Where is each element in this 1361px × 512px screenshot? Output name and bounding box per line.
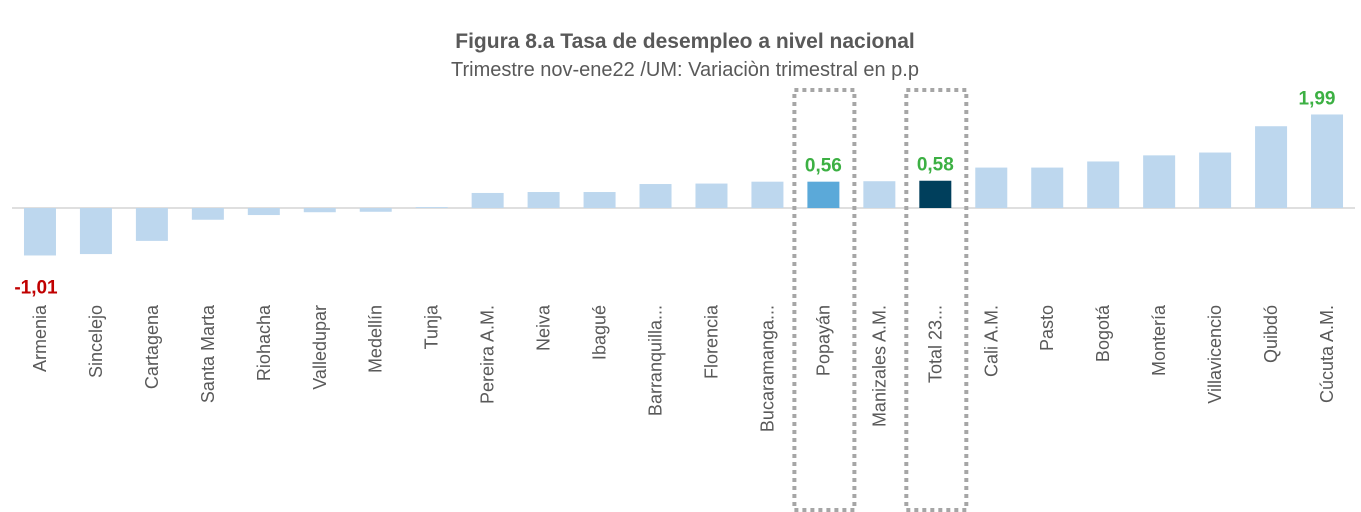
bar	[695, 183, 728, 208]
x-tick-label: Popayán	[813, 305, 833, 376]
bar	[1143, 155, 1176, 208]
x-tick-label: Santa Marta	[198, 304, 218, 403]
x-tick-label: Manizales A.M.	[869, 305, 889, 427]
value-label: 1,99	[1299, 88, 1336, 109]
value-label: 0,56	[805, 156, 842, 177]
x-tick-label: Cali A.M.	[981, 305, 1001, 377]
bar	[975, 167, 1008, 208]
bar	[1031, 167, 1064, 208]
x-tick-label: Valledupar	[310, 305, 330, 390]
chart-title: Figura 8.a Tasa de desempleo a nivel nac…	[455, 30, 914, 53]
bar	[807, 181, 840, 208]
bar	[919, 180, 952, 208]
x-tick-label: Montería	[1149, 304, 1169, 376]
x-tick-label: Bucaramanga...	[757, 305, 777, 432]
bar	[359, 208, 392, 212]
x-tick-label: Florencia	[701, 304, 721, 379]
x-tick-label: Pereira A.M.	[478, 305, 498, 404]
bar	[303, 208, 336, 213]
bar	[79, 208, 112, 255]
x-tick-label: Medellín	[366, 305, 386, 373]
x-tick-label: Ibagué	[590, 305, 610, 360]
x-tick-label: Pasto	[1037, 305, 1057, 351]
bar	[583, 192, 616, 208]
x-tick-label: Riohacha	[254, 304, 274, 381]
x-tick-label: Total 23...	[925, 305, 945, 383]
chart-subtitle: Trimestre nov-ene22 /UM: Variaciòn trime…	[451, 59, 919, 81]
x-tick-label: Villavicencio	[1205, 305, 1225, 404]
x-tick-label: Armenia	[30, 304, 50, 372]
bar	[23, 208, 56, 256]
bar	[1311, 114, 1344, 208]
bar	[191, 208, 224, 220]
x-tick-label: Sincelejo	[86, 305, 106, 378]
x-tick-label: Barranquilla...	[646, 305, 666, 416]
bar	[247, 208, 280, 216]
bar	[1199, 152, 1232, 208]
bar	[863, 181, 896, 208]
x-tick-label: Cartagena	[142, 304, 162, 389]
bar	[415, 207, 448, 208]
bar	[639, 184, 672, 208]
value-label: -1,01	[14, 277, 58, 298]
highlight-box	[792, 88, 857, 512]
bar	[1255, 126, 1288, 208]
bar	[471, 192, 504, 208]
bar	[1087, 161, 1120, 208]
bar	[751, 181, 784, 208]
x-tick-label: Bogotá	[1093, 304, 1113, 362]
value-label: 0,58	[917, 155, 954, 176]
x-tick-label: Neiva	[534, 304, 554, 351]
x-tick-label: Cúcuta A.M.	[1317, 305, 1337, 403]
highlight-box	[904, 88, 969, 512]
x-tick-label: Tunja	[422, 304, 442, 349]
x-tick-label: Quibdó	[1261, 305, 1281, 363]
bar	[527, 192, 560, 208]
bar	[135, 208, 168, 241]
